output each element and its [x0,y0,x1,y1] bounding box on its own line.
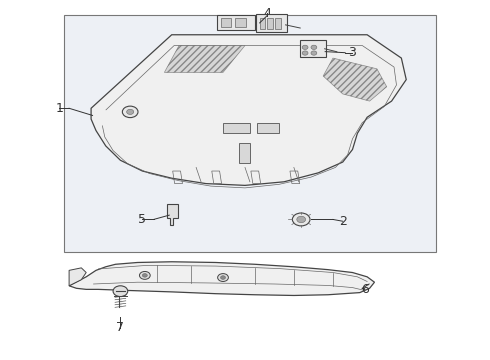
Bar [268,18,273,29]
Circle shape [297,216,306,223]
Circle shape [220,276,225,279]
Bar [220,18,231,27]
Circle shape [126,109,134,114]
Polygon shape [69,262,374,296]
Polygon shape [164,45,245,72]
Circle shape [311,51,317,55]
Bar [257,123,279,134]
Bar [239,143,250,163]
Polygon shape [167,204,177,225]
Circle shape [302,45,308,49]
Circle shape [113,286,128,297]
Circle shape [218,274,228,282]
Circle shape [293,213,310,226]
Text: 5: 5 [138,213,147,226]
Circle shape [140,271,150,279]
Circle shape [302,51,308,55]
Circle shape [122,106,138,118]
Bar [275,18,281,29]
Text: 6: 6 [361,283,368,296]
Circle shape [143,274,147,277]
Text: 4: 4 [263,7,271,20]
Circle shape [311,45,317,49]
Polygon shape [91,35,406,185]
Bar [235,18,246,27]
FancyBboxPatch shape [256,14,287,32]
Polygon shape [69,268,86,286]
Bar [260,18,265,29]
Text: 7: 7 [117,321,124,334]
Bar [64,15,436,252]
FancyBboxPatch shape [300,40,326,57]
Text: 1: 1 [55,102,63,115]
Bar [223,123,250,134]
Text: 3: 3 [348,46,356,59]
Text: 2: 2 [339,215,346,228]
FancyBboxPatch shape [217,15,255,31]
Polygon shape [323,58,387,101]
